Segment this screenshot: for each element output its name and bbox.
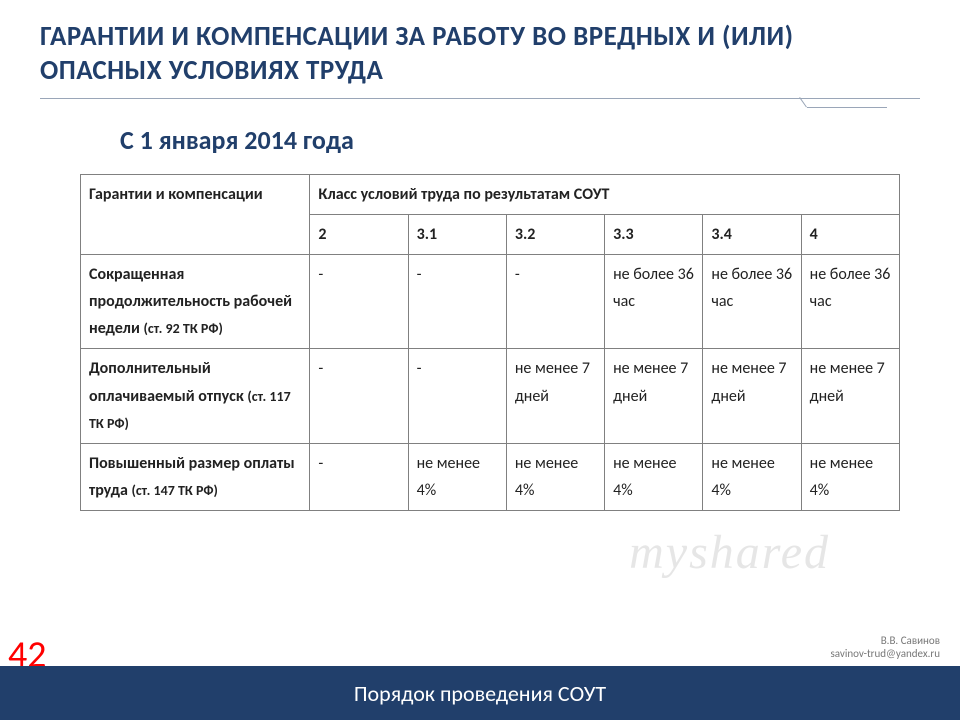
title-divider xyxy=(40,98,920,112)
class-col: 3.3 xyxy=(605,214,703,254)
table-cell: - xyxy=(310,444,408,511)
author-watermark: В.В. Савинов savinov-trud@yandex.ru xyxy=(830,634,940,660)
class-col: 4 xyxy=(801,214,899,254)
table-cell: не менее 4% xyxy=(801,444,899,511)
table-cell: - xyxy=(408,349,506,444)
table-cell: не более 36 час xyxy=(605,254,703,349)
table-cell: не более 36 час xyxy=(801,254,899,349)
brand-watermark: myshared xyxy=(629,525,830,580)
row-label: Повышенный размер оплаты труда (ст. 147 … xyxy=(81,444,310,511)
table-cell: не менее 7 дней xyxy=(801,349,899,444)
table-cell: - xyxy=(310,254,408,349)
slide-subtitle: С 1 января 2014 года xyxy=(120,124,920,156)
header-classes: Класс условий труда по результатам СОУТ xyxy=(310,174,900,214)
author-name: В.В. Савинов xyxy=(830,634,940,647)
table-row: Дополнительный оплачиваемый отпуск (ст. … xyxy=(81,349,900,444)
footer-title: Порядок проведения СОУТ xyxy=(354,680,606,707)
table-row: Повышенный размер оплаты труда (ст. 147 … xyxy=(81,444,900,511)
table-cell: - xyxy=(310,349,408,444)
class-col: 3.2 xyxy=(506,214,604,254)
table-cell: не менее 7 дней xyxy=(703,349,801,444)
header-guarantees: Гарантии и компенсации xyxy=(81,174,310,254)
slide: ГАРАНТИИ И КОМПЕНСАЦИИ ЗА РАБОТУ ВО ВРЕД… xyxy=(0,0,960,720)
table-cell: не менее 4% xyxy=(506,444,604,511)
table-body: Сокращенная продолжительность рабочей не… xyxy=(81,254,900,511)
class-col: 2 xyxy=(310,214,408,254)
table-cell: - xyxy=(408,254,506,349)
table-cell: не менее 7 дней xyxy=(605,349,703,444)
class-col: 3.1 xyxy=(408,214,506,254)
footer-bar: Порядок проведения СОУТ xyxy=(0,666,960,720)
table-container: Гарантии и компенсации Класс условий тру… xyxy=(0,174,960,512)
author-email: savinov-trud@yandex.ru xyxy=(830,647,940,660)
class-col: 3.4 xyxy=(703,214,801,254)
table-header-row-1: Гарантии и компенсации Класс условий тру… xyxy=(81,174,900,214)
table-cell: - xyxy=(506,254,604,349)
table-cell: не менее 7 дней xyxy=(506,349,604,444)
row-label: Дополнительный оплачиваемый отпуск (ст. … xyxy=(81,349,310,444)
table-row: Сокращенная продолжительность рабочей не… xyxy=(81,254,900,349)
title-block: ГАРАНТИИ И КОМПЕНСАЦИИ ЗА РАБОТУ ВО ВРЕД… xyxy=(0,0,960,156)
row-label: Сокращенная продолжительность рабочей не… xyxy=(81,254,310,349)
table-cell: не менее 4% xyxy=(605,444,703,511)
table-cell: не более 36 час xyxy=(703,254,801,349)
guarantees-table: Гарантии и компенсации Класс условий тру… xyxy=(80,174,900,512)
table-cell: не менее 4% xyxy=(703,444,801,511)
table-cell: не менее 4% xyxy=(408,444,506,511)
slide-title: ГАРАНТИИ И КОМПЕНСАЦИИ ЗА РАБОТУ ВО ВРЕД… xyxy=(40,20,920,88)
